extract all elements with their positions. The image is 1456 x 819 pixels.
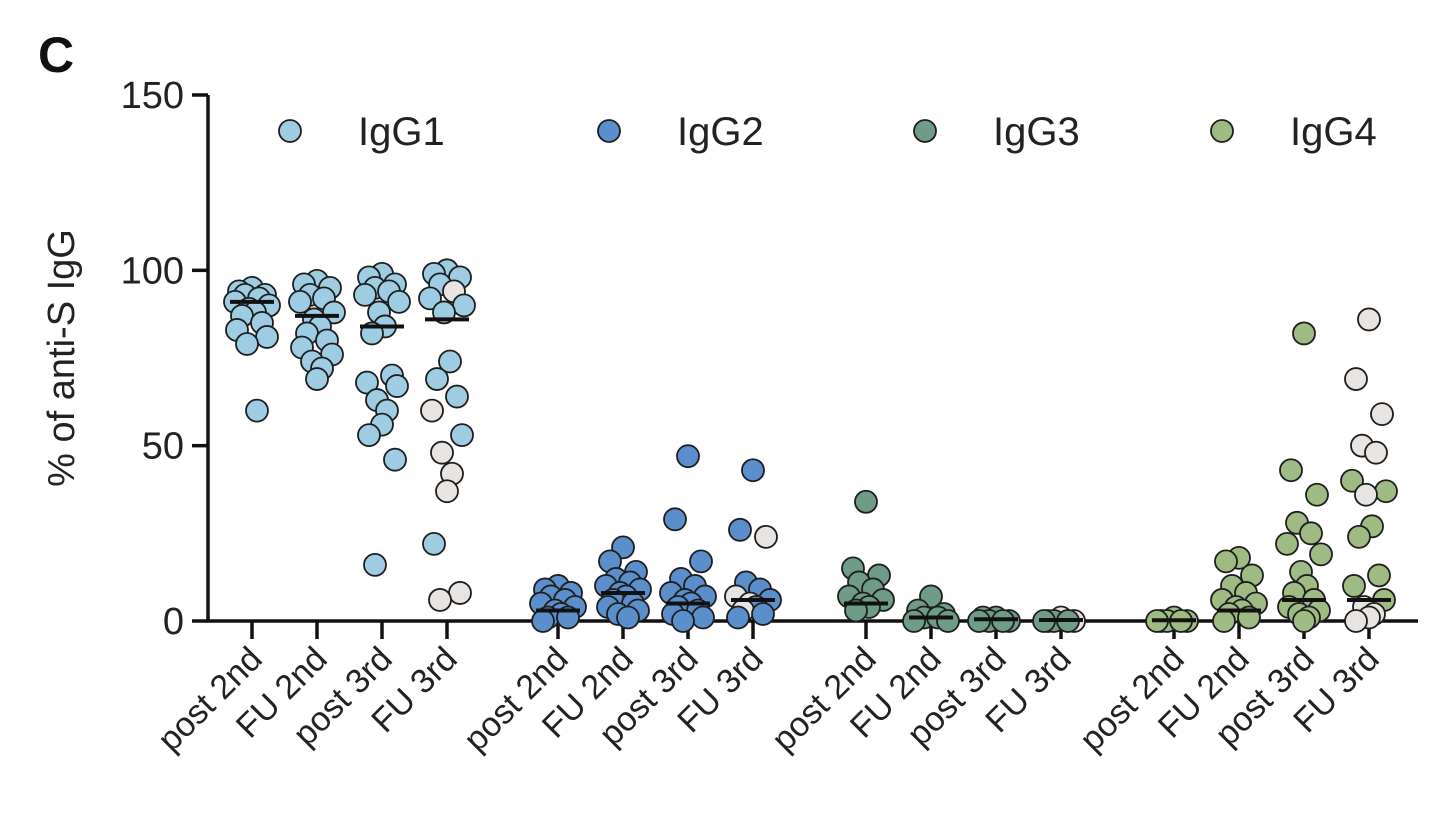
medians-layer <box>230 299 1391 623</box>
data-point <box>1292 321 1316 346</box>
data-point <box>1357 307 1381 332</box>
data-point <box>1342 574 1366 598</box>
data-point <box>754 524 778 549</box>
legend-marker <box>278 119 302 143</box>
legend-label: IgG4 <box>1290 110 1377 154</box>
data-point <box>448 581 472 605</box>
data-point <box>1344 609 1368 633</box>
data-point <box>1299 521 1323 546</box>
data-point <box>936 609 960 633</box>
data-point <box>1279 458 1303 483</box>
data-point <box>420 398 444 423</box>
data-point <box>1364 440 1388 465</box>
data-point <box>255 325 279 349</box>
data-point <box>385 374 409 398</box>
data-point <box>355 370 379 395</box>
data-point <box>450 423 474 448</box>
data-point <box>235 332 259 356</box>
legend-label: IgG2 <box>677 110 764 154</box>
data-point <box>1347 524 1371 549</box>
data-point <box>1354 482 1378 507</box>
data-point <box>728 517 752 542</box>
data-point <box>1374 479 1398 504</box>
data-point <box>1214 549 1238 574</box>
legend-marker <box>913 119 937 143</box>
data-point <box>1305 482 1329 507</box>
data-point <box>428 588 452 612</box>
y-tick-label: 150 <box>121 75 184 117</box>
data-point <box>531 609 555 633</box>
data-point <box>435 479 459 504</box>
data-point <box>452 293 476 318</box>
data-point <box>353 282 377 307</box>
legend-marker <box>1210 119 1234 143</box>
data-point <box>1292 609 1316 633</box>
data-point <box>663 507 687 532</box>
data-point <box>1275 531 1299 556</box>
data-point <box>305 367 329 391</box>
data-point <box>689 549 713 574</box>
data-point <box>387 289 411 314</box>
data-point <box>854 489 878 514</box>
data-point <box>1367 563 1391 588</box>
data-point <box>422 531 446 556</box>
data-point <box>425 367 449 391</box>
legend-label: IgG1 <box>358 110 445 154</box>
data-point <box>902 609 926 633</box>
legend: IgG1 IgG2 IgG3 IgG4 <box>278 110 1377 154</box>
data-point <box>383 447 407 472</box>
data-point <box>445 384 469 409</box>
data-point <box>691 605 715 630</box>
data-point <box>438 349 462 374</box>
data-point <box>363 552 387 577</box>
data-point <box>671 609 695 633</box>
y-axis-label: % of anti-S IgG <box>41 229 83 487</box>
data-point <box>1212 609 1236 633</box>
data-point <box>418 286 442 311</box>
data-point <box>676 444 700 469</box>
data-point <box>726 605 750 630</box>
data-point <box>245 398 269 423</box>
data-point <box>430 440 454 465</box>
y-tick-label: 50 <box>142 426 184 468</box>
data-point <box>741 458 765 483</box>
legend-marker <box>597 119 621 143</box>
data-point <box>1309 542 1333 567</box>
data-point <box>288 289 312 314</box>
y-tick-label: 100 <box>121 250 184 292</box>
data-point <box>1344 367 1368 391</box>
y-tick-label: 0 <box>163 601 184 643</box>
data-point <box>1340 468 1364 493</box>
data-point <box>751 602 775 626</box>
panel-label: C <box>38 27 75 83</box>
data-point <box>1370 402 1394 427</box>
legend-label: IgG3 <box>993 110 1080 154</box>
data-point <box>616 605 640 630</box>
data-point <box>357 423 381 448</box>
points-layer <box>223 258 1398 633</box>
